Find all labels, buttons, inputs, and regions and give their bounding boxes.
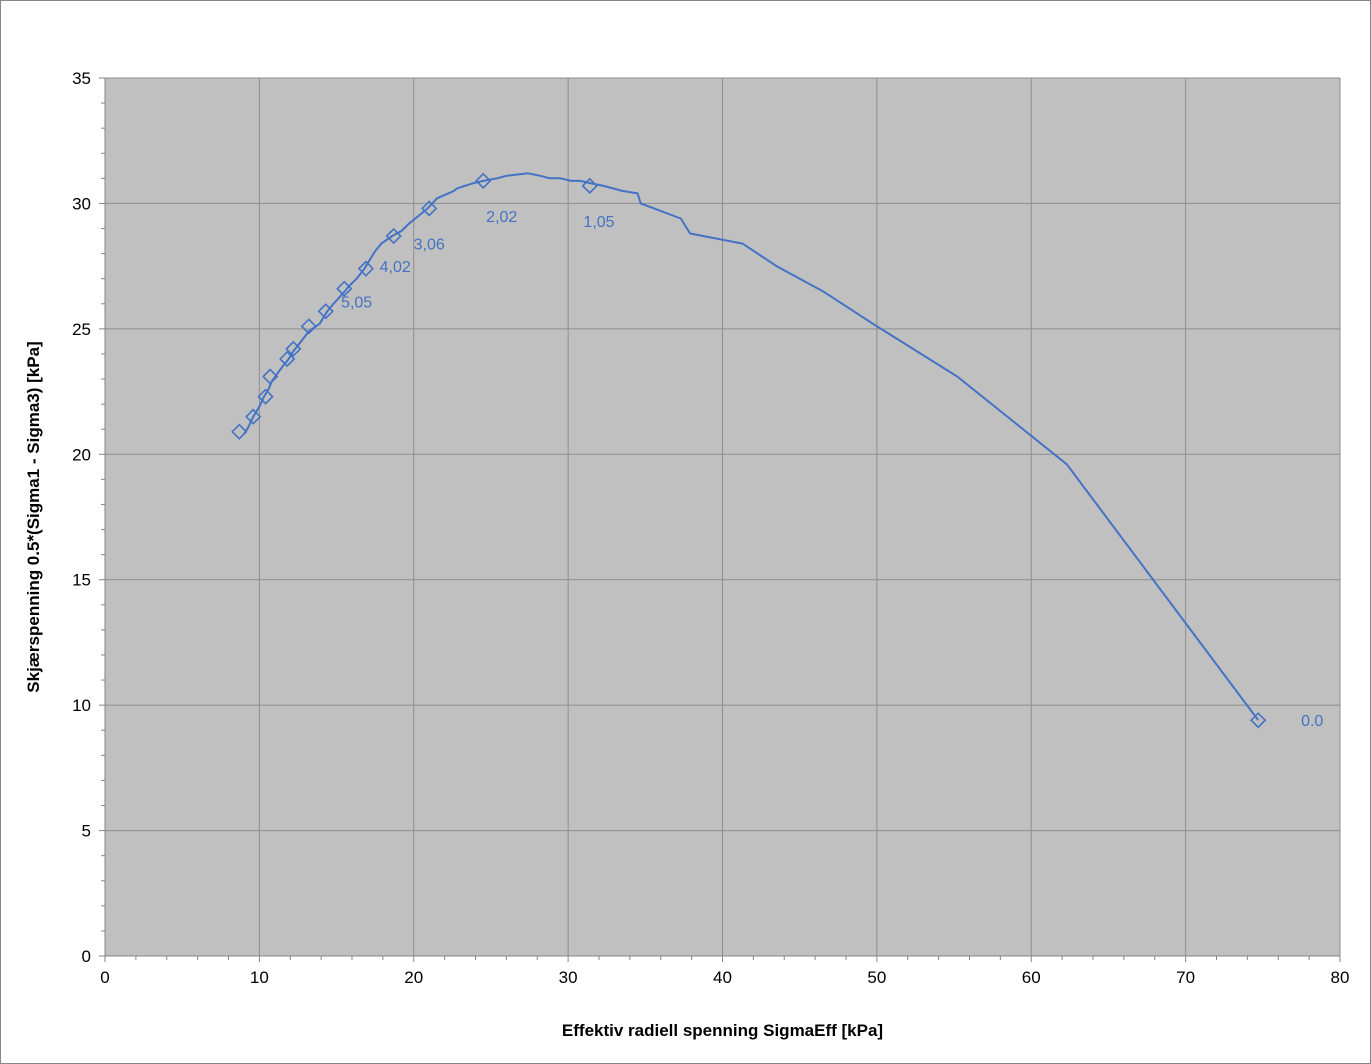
x-tick-label: 30 <box>559 968 578 987</box>
diamond-marker <box>300 318 317 335</box>
diamond-marker <box>1250 712 1267 729</box>
diamond-marker <box>285 340 302 358</box>
x-axis-title: Effektiv radiell spenning SigmaEff [kPa] <box>562 1021 883 1040</box>
point-label: 4,02 <box>380 259 411 276</box>
diamond-marker <box>581 177 598 194</box>
diamond-marker <box>317 303 334 320</box>
annotations: 0.0 1,05 2,02 3,064,02 5,05 <box>341 209 1323 730</box>
y-tick-label: 20 <box>72 445 91 464</box>
point-label: 5,05 <box>341 294 372 311</box>
diamond-marker <box>357 260 375 277</box>
diamond-marker <box>257 388 274 405</box>
diamond-marker <box>245 408 262 425</box>
x-tick-label: 80 <box>1331 968 1350 987</box>
diamond-marker <box>475 172 492 189</box>
diamond-marker <box>262 368 279 385</box>
axes: 0 10 20 30 40 50 60 70 80 0 5 10 15 20 25 30 35 <box>72 69 1349 987</box>
point-label: 0.0 <box>1301 713 1323 730</box>
y-axis-title: Skjærspenning 0.5*(Sigma1 - Sigma3) [kPa… <box>24 341 43 692</box>
diamond-marker <box>336 280 353 297</box>
y-tick-label: 15 <box>72 571 91 590</box>
y-tick-label: 30 <box>72 194 91 213</box>
x-tick-label: 50 <box>867 968 886 987</box>
y-tick-label: 5 <box>82 822 91 841</box>
diamond-marker <box>231 423 248 440</box>
x-tick-label: 70 <box>1176 968 1195 987</box>
x-tick-label: 10 <box>250 968 269 987</box>
gridlines <box>105 77 1341 956</box>
point-label: 2,02 <box>486 209 517 226</box>
diamond-marker <box>421 200 438 217</box>
y-tick-label: 25 <box>72 320 91 339</box>
y-tick-label: 35 <box>72 69 91 88</box>
diamond-marker <box>385 227 402 245</box>
x-tick-label: 60 <box>1022 968 1041 987</box>
point-label: 3,06 <box>414 237 445 254</box>
x-tick-label: 20 <box>404 968 423 987</box>
y-tick-label: 10 <box>72 696 91 715</box>
y-tick-label: 0 <box>82 947 91 966</box>
point-label: 1,05 <box>583 214 614 231</box>
markers <box>231 172 1267 729</box>
diamond-marker <box>279 350 296 368</box>
x-tick-label: 0 <box>100 968 109 987</box>
x-tick-label: 40 <box>713 968 732 987</box>
